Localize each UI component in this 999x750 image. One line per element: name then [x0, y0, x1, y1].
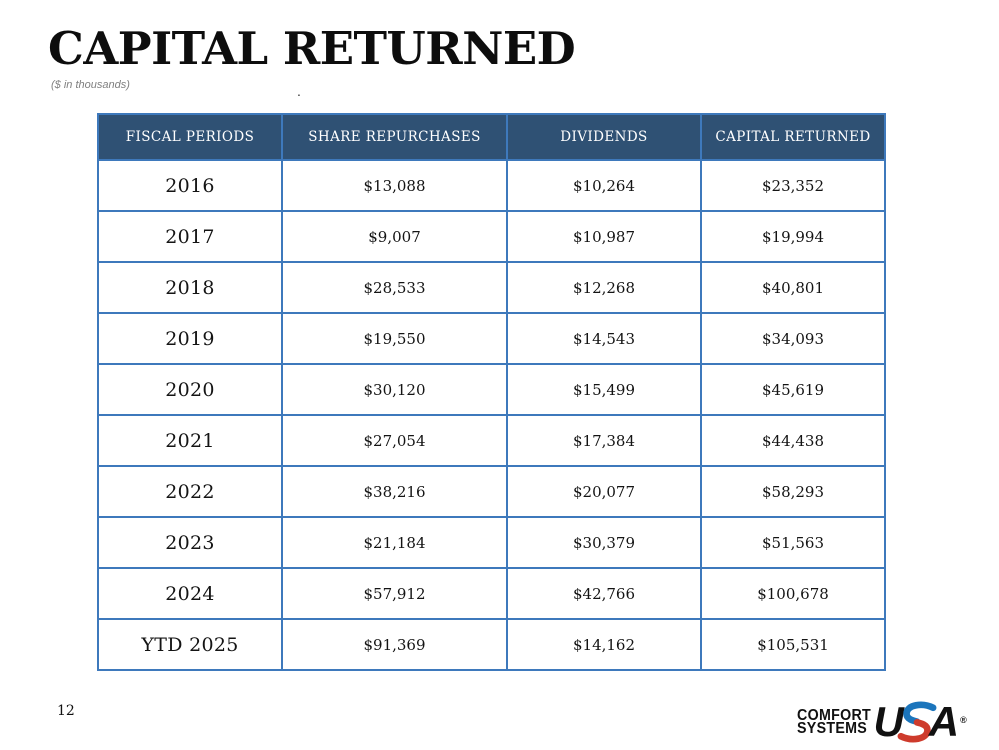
table-header-row: FISCAL PERIODS SHARE REPURCHASES DIVIDEN…: [97, 113, 886, 161]
share-repurchases-cell: $13,088: [281, 159, 508, 212]
stray-dot: .: [297, 83, 301, 99]
share-repurchases-cell: $27,054: [281, 414, 508, 467]
fiscal-period-cell: 2024: [97, 567, 283, 620]
column-header-capital-returned: CAPITAL RETURNED: [700, 113, 886, 161]
capital-returned-cell: $51,563: [700, 516, 886, 569]
table-row: 2019 $19,550 $14,543 $34,093: [97, 312, 886, 365]
share-repurchases-cell: $9,007: [281, 210, 508, 263]
capital-returned-cell: $58,293: [700, 465, 886, 518]
capital-returned-table: FISCAL PERIODS SHARE REPURCHASES DIVIDEN…: [97, 113, 886, 671]
share-repurchases-cell: $38,216: [281, 465, 508, 518]
capital-returned-cell: $40,801: [700, 261, 886, 314]
page-title: CAPITAL RETURNED: [48, 22, 576, 75]
dividends-cell: $10,264: [506, 159, 702, 212]
logo-letter-a: A: [928, 698, 960, 745]
table-row: 2020 $30,120 $15,499 $45,619: [97, 363, 886, 416]
table-row: 2024 $57,912 $42,766 $100,678: [97, 567, 886, 620]
logo-s-swoosh-icon: [897, 701, 937, 743]
fiscal-period-cell: 2022: [97, 465, 283, 518]
capital-returned-cell: $19,994: [700, 210, 886, 263]
table-row: 2022 $38,216 $20,077 $58,293: [97, 465, 886, 518]
table-row: 2016 $13,088 $10,264 $23,352: [97, 159, 886, 212]
logo-line-systems: SYSTEMS: [797, 720, 868, 737]
capital-returned-cell: $44,438: [700, 414, 886, 467]
share-repurchases-cell: $19,550: [281, 312, 508, 365]
capital-returned-cell: $45,619: [700, 363, 886, 416]
table-row: 2023 $21,184 $30,379 $51,563: [97, 516, 886, 569]
fiscal-period-cell: 2016: [97, 159, 283, 212]
dividends-cell: $12,268: [506, 261, 702, 314]
column-header-share-repurchases: SHARE REPURCHASES: [281, 113, 508, 161]
fiscal-period-cell: 2021: [97, 414, 283, 467]
share-repurchases-cell: $28,533: [281, 261, 508, 314]
logo-line-comfort: COMFORT: [797, 707, 872, 724]
page-number: 12: [57, 703, 75, 719]
dividends-cell: $10,987: [506, 210, 702, 263]
capital-returned-cell: $23,352: [700, 159, 886, 212]
dividends-cell: $14,543: [506, 312, 702, 365]
subtitle: ($ in thousands): [51, 79, 130, 91]
dividends-cell: $15,499: [506, 363, 702, 416]
registered-trademark-icon: ®: [960, 715, 967, 725]
fiscal-period-cell: 2018: [97, 261, 283, 314]
share-repurchases-cell: $21,184: [281, 516, 508, 569]
logo-wordmark: COMFORT SYSTEMS: [797, 707, 872, 737]
column-header-fiscal-periods: FISCAL PERIODS: [97, 113, 283, 161]
fiscal-period-cell: 2020: [97, 363, 283, 416]
dividends-cell: $17,384: [506, 414, 702, 467]
dividends-cell: $20,077: [506, 465, 702, 518]
column-header-dividends: DIVIDENDS: [506, 113, 702, 161]
comfort-systems-usa-logo: COMFORT SYSTEMS U A ®: [797, 700, 967, 744]
share-repurchases-cell: $30,120: [281, 363, 508, 416]
table-row: 2021 $27,054 $17,384 $44,438: [97, 414, 886, 467]
fiscal-period-cell: 2023: [97, 516, 283, 569]
dividends-cell: $30,379: [506, 516, 702, 569]
fiscal-period-cell: YTD 2025: [97, 618, 283, 671]
fiscal-period-cell: 2019: [97, 312, 283, 365]
table-row: 2017 $9,007 $10,987 $19,994: [97, 210, 886, 263]
dividends-cell: $42,766: [506, 567, 702, 620]
capital-returned-cell: $105,531: [700, 618, 886, 671]
dividends-cell: $14,162: [506, 618, 702, 671]
share-repurchases-cell: $57,912: [281, 567, 508, 620]
table-row: 2018 $28,533 $12,268 $40,801: [97, 261, 886, 314]
capital-returned-cell: $34,093: [700, 312, 886, 365]
share-repurchases-cell: $91,369: [281, 618, 508, 671]
table-row: YTD 2025 $91,369 $14,162 $105,531: [97, 618, 886, 671]
capital-returned-cell: $100,678: [700, 567, 886, 620]
fiscal-period-cell: 2017: [97, 210, 283, 263]
logo-usa: U A ®: [873, 700, 966, 744]
